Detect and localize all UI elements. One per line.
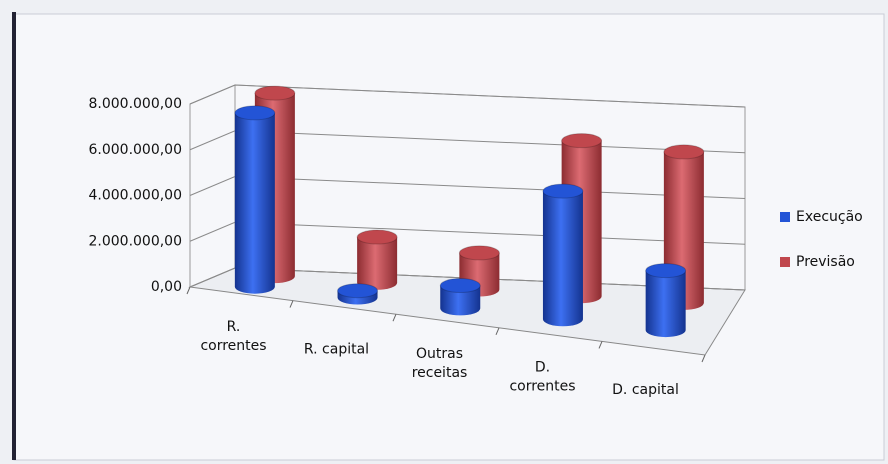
- plot: 0,00 2.000.000,00 4.000.000,00 6.000.000,00…: [88, 84, 863, 398]
- cylinder-top: [645, 263, 687, 279]
- cylinder-top: [439, 278, 481, 294]
- cylinder-top: [542, 183, 584, 199]
- chart-area: [13, 13, 885, 461]
- legend-label: Execução: [796, 209, 863, 225]
- cylinder-top: [458, 245, 500, 261]
- x-tick-label-line: R.: [227, 319, 241, 335]
- x-tick-label-line: correntes: [509, 379, 575, 395]
- cylinder-top: [561, 133, 603, 149]
- x-tick-label: D. correntes: [509, 360, 575, 395]
- x-tick-label-line: correntes: [200, 338, 266, 354]
- cylinder-top: [254, 85, 296, 101]
- cylinder-body: [234, 112, 275, 294]
- x-tick-label-line: D.: [535, 360, 550, 376]
- cylinder-body: [645, 270, 686, 338]
- legend-label: Previsão: [796, 254, 855, 270]
- x-tick-label: R. correntes: [200, 319, 266, 354]
- left-border: [12, 12, 16, 460]
- legend-swatch: [780, 257, 790, 267]
- cylinder-top: [663, 144, 705, 160]
- legend-swatch: [780, 212, 790, 222]
- cylinder-top: [356, 229, 398, 245]
- x-tick-label: Outras receitas: [412, 346, 468, 381]
- cylinder-body: [542, 191, 583, 327]
- cylinder-body: [440, 285, 481, 316]
- x-tick: [392, 314, 397, 322]
- grid-line: [189, 84, 746, 108]
- y-tick-label: 2.000.000,00: [88, 233, 182, 249]
- x-tick: [186, 286, 191, 295]
- x-tick-label-line: Outras: [416, 346, 463, 362]
- y-tick-label: 8.000.000,00: [88, 96, 182, 112]
- x-tick: [289, 300, 294, 308]
- y-tick-label: 0,00: [151, 279, 182, 295]
- x-tick-label: R. capital: [304, 341, 369, 357]
- cylinder-top: [234, 105, 276, 121]
- x-tick: [598, 341, 603, 349]
- cylinder-top: [337, 283, 379, 299]
- x-tick: [495, 327, 500, 335]
- y-tick-label: 4.000.000,00: [88, 188, 182, 204]
- x-tick-label: D. capital: [612, 382, 679, 398]
- cylinder-body: [357, 237, 398, 290]
- x-tick: [701, 354, 706, 363]
- x-tick-label-line: receitas: [412, 365, 468, 381]
- y-tick-label: 6.000.000,00: [88, 142, 182, 158]
